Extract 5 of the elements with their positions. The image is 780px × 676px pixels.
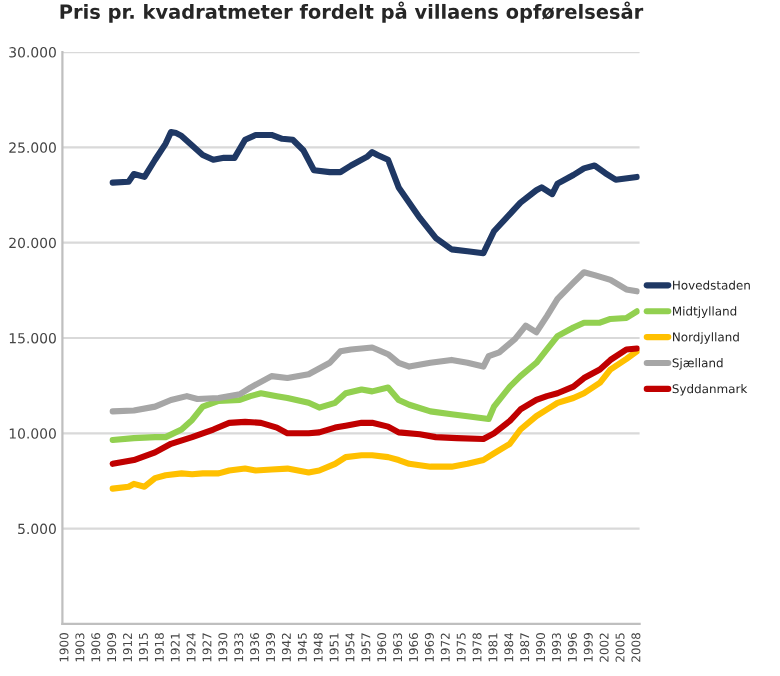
line-series (109, 269, 640, 415)
line-series (109, 348, 640, 492)
line-series (109, 345, 640, 467)
chart-title: Pris pr. kvadratmeter fordelt på villaens opførelsesår (60, 1, 644, 23)
line-series (109, 129, 640, 257)
